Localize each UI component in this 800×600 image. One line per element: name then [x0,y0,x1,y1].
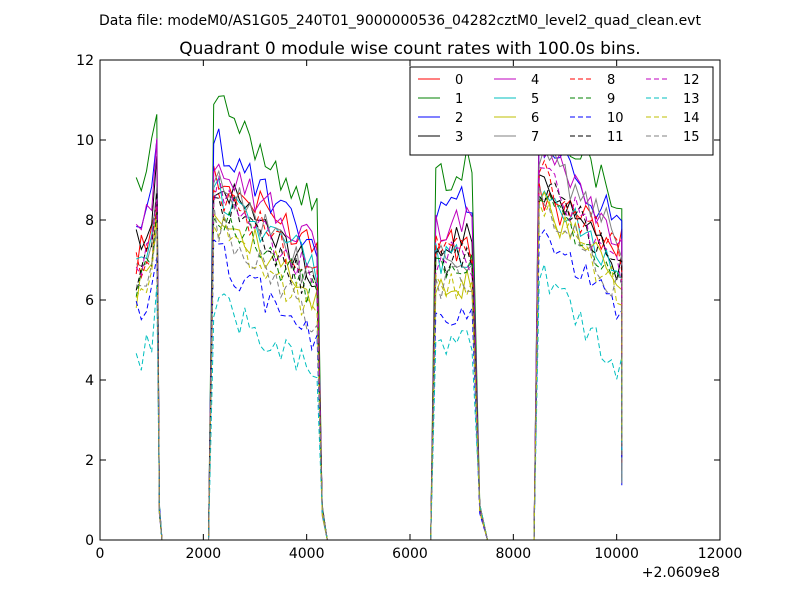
x-tick-label: 10000 [594,546,639,562]
legend-label-14: 14 [683,111,700,126]
series-line-8 [135,159,623,541]
legend-label-4: 4 [531,73,539,88]
legend-box [409,66,714,156]
legend-label-3: 3 [455,130,463,145]
legend-label-7: 7 [531,130,539,145]
y-tick-label: 12 [76,53,94,69]
y-tick-label: 8 [85,213,94,229]
legend-label-10: 10 [607,111,624,126]
y-tick-label: 2 [85,453,94,469]
x-tick-label: 2000 [186,546,222,562]
x-tick-label: 0 [96,546,105,562]
y-tick-label: 0 [85,533,94,549]
legend-label-12: 12 [683,73,700,88]
x-tick-label: 8000 [496,546,532,562]
x-tick-label: 12000 [698,546,743,562]
legend-label-13: 13 [683,92,700,107]
x-tick-label: 6000 [392,546,428,562]
y-tick-label: 10 [76,133,94,149]
suptitle: Data file: modeM0/AS1G05_240T01_90000005… [99,13,701,29]
legend-label-8: 8 [607,73,615,88]
legend-label-0: 0 [455,73,463,88]
legend-label-1: 1 [455,92,463,107]
legend-label-15: 15 [683,130,700,145]
legend-label-5: 5 [531,92,539,107]
legend-label-6: 6 [531,111,539,126]
x-tick-label: 4000 [289,546,325,562]
series-line-9 [135,192,623,541]
legend-label-11: 11 [607,130,624,145]
x-offset-label: +2.0609e8 [642,565,720,581]
legend-label-9: 9 [607,92,615,107]
legend-label-2: 2 [455,111,463,126]
y-tick-label: 4 [85,373,94,389]
chart-title: Quadrant 0 module wise count rates with … [179,39,640,59]
series-line-13 [135,264,623,541]
plot-lines [135,95,623,541]
y-tick-label: 6 [85,293,94,309]
